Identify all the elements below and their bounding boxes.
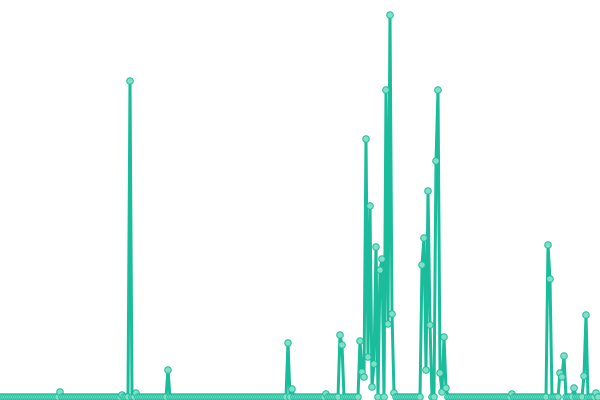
data-point — [580, 372, 588, 380]
data-point — [430, 393, 438, 400]
data-point — [442, 384, 450, 392]
data-point — [570, 384, 578, 392]
data-point — [378, 255, 386, 263]
data-point — [164, 366, 172, 374]
data-point — [382, 86, 390, 94]
data-point — [594, 393, 600, 400]
data-point — [416, 393, 424, 400]
data-point — [418, 261, 426, 269]
series-line-group — [0, 13, 600, 399]
data-point — [544, 241, 552, 249]
data-point — [546, 275, 554, 283]
data-point — [384, 320, 392, 328]
series-line — [0, 13, 600, 399]
data-point — [434, 86, 442, 94]
data-point — [356, 337, 364, 345]
data-point — [370, 360, 378, 368]
data-point — [436, 369, 444, 377]
data-point — [560, 352, 568, 360]
data-point — [386, 11, 394, 19]
data-point — [338, 341, 346, 349]
data-point — [380, 393, 388, 400]
data-point — [558, 373, 566, 381]
data-point — [372, 243, 380, 251]
data-point — [336, 331, 344, 339]
data-point — [364, 353, 372, 361]
data-point — [366, 202, 374, 210]
data-point — [360, 373, 368, 381]
data-point — [126, 77, 134, 85]
data-point — [432, 157, 440, 165]
data-point — [362, 135, 370, 143]
data-point — [440, 333, 448, 341]
data-point — [354, 393, 362, 400]
data-point — [582, 311, 590, 319]
data-point-group — [0, 11, 600, 400]
data-point — [420, 234, 428, 242]
data-point — [424, 187, 432, 195]
data-point — [284, 339, 292, 347]
data-point — [288, 385, 296, 393]
data-point — [426, 321, 434, 329]
data-point — [422, 366, 430, 374]
data-point — [388, 310, 396, 318]
data-point — [554, 393, 562, 400]
data-point — [376, 266, 384, 274]
data-point — [368, 383, 376, 391]
